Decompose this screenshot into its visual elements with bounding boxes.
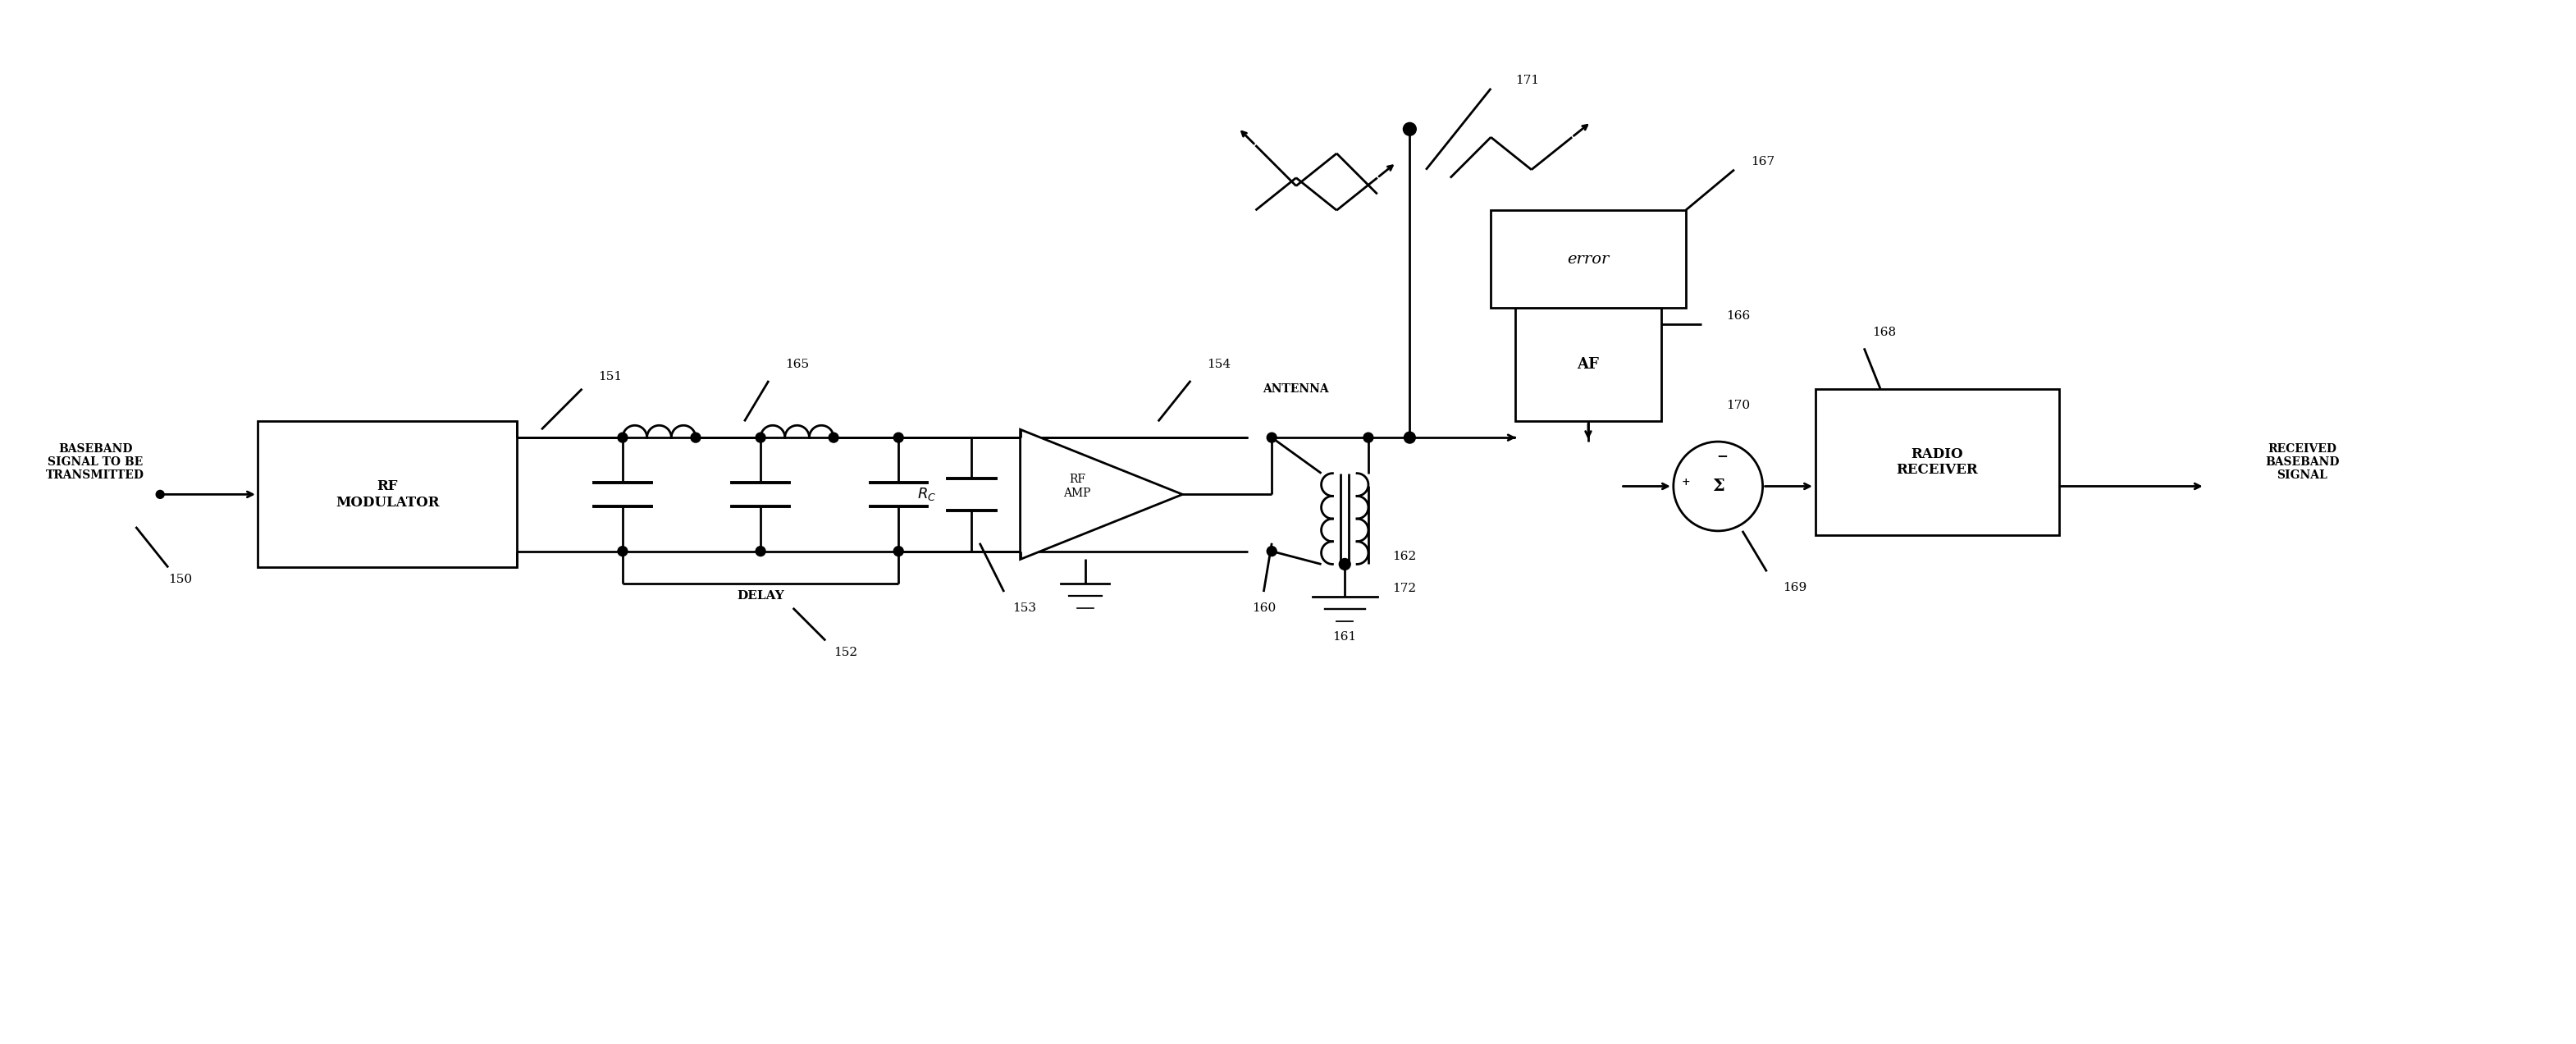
Circle shape [1674,442,1762,531]
Circle shape [755,546,765,556]
Circle shape [1340,559,1350,570]
Text: 161: 161 [1332,632,1358,643]
Circle shape [894,546,904,556]
Text: $R_C$: $R_C$ [917,487,938,502]
Text: 150: 150 [167,574,193,586]
Text: 171: 171 [1515,74,1538,86]
Text: 168: 168 [1873,327,1896,338]
Text: 154: 154 [1208,359,1231,371]
Text: 169: 169 [1783,582,1806,593]
Text: DELAY: DELAY [737,590,783,601]
Circle shape [755,432,765,443]
Text: BASEBAND
SIGNAL TO BE
TRANSMITTED: BASEBAND SIGNAL TO BE TRANSMITTED [46,443,144,481]
Text: ANTENNA: ANTENNA [1262,383,1329,395]
Text: 151: 151 [598,371,623,382]
Text: 152: 152 [835,647,858,659]
Text: −: − [1716,449,1728,464]
Polygon shape [1020,429,1182,560]
Text: +: + [1682,477,1690,488]
Bar [1515,308,1662,422]
Circle shape [1267,546,1278,556]
Text: 153: 153 [1012,602,1036,614]
Circle shape [1404,122,1417,136]
Bar [1816,388,2058,535]
Bar [258,422,518,568]
Text: error: error [1566,252,1610,266]
Text: RECEIVED
BASEBAND
SIGNAL: RECEIVED BASEBAND SIGNAL [2264,443,2339,481]
Text: 172: 172 [1394,583,1417,594]
Text: RADIO
RECEIVER: RADIO RECEIVER [1896,447,1978,477]
Bar [1492,210,1685,308]
Text: RF
AMP: RF AMP [1064,474,1090,499]
Text: 166: 166 [1726,310,1749,322]
Circle shape [618,546,629,556]
Text: 162: 162 [1394,550,1417,562]
Text: AF: AF [1577,357,1600,372]
Circle shape [1267,432,1278,443]
Circle shape [1404,432,1414,444]
Text: 170: 170 [1726,400,1749,411]
Text: 167: 167 [1752,156,1775,167]
Circle shape [829,432,837,443]
Text: Σ: Σ [1713,478,1723,495]
Text: 160: 160 [1252,602,1275,614]
Circle shape [157,491,165,498]
Circle shape [1404,432,1414,443]
Circle shape [1363,432,1373,443]
Circle shape [894,432,904,443]
Circle shape [690,432,701,443]
Circle shape [618,432,629,443]
Text: RF
MODULATOR: RF MODULATOR [335,479,440,509]
Text: 165: 165 [786,359,809,371]
